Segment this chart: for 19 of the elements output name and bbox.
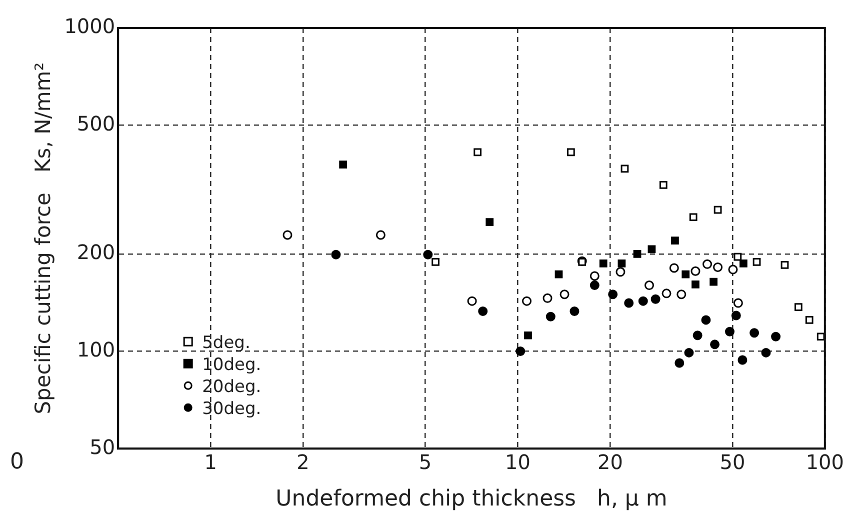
y-axis-title: Specific cutting force Ks, N/mm² [31, 62, 56, 414]
x-tick-label: 5 [418, 450, 432, 474]
text: 0 [10, 449, 24, 474]
x-tick-label: 1 [204, 450, 217, 474]
legend-label: 30deg. [202, 399, 262, 420]
x-tick-label: 100 [806, 450, 844, 474]
legend-label: 5deg. [202, 333, 250, 354]
y-tick-label: 1000 [64, 14, 116, 38]
y-tick-label: 200 [76, 240, 116, 264]
legend-label: 20deg. [202, 377, 262, 398]
legend-label: 10deg. [202, 355, 262, 376]
y-tick-label: 500 [76, 112, 116, 136]
x-axis-title: Undeformed chip thickness h, μ m [276, 486, 668, 512]
y-tick-label: 100 [76, 337, 116, 362]
x-tick-label: 50 [720, 450, 746, 474]
y-tick-label: 50 [90, 434, 116, 459]
x-tick-label: 10 [505, 450, 530, 474]
x-tick-label: 20 [597, 450, 623, 474]
x-tick-label: 2 [296, 450, 310, 474]
